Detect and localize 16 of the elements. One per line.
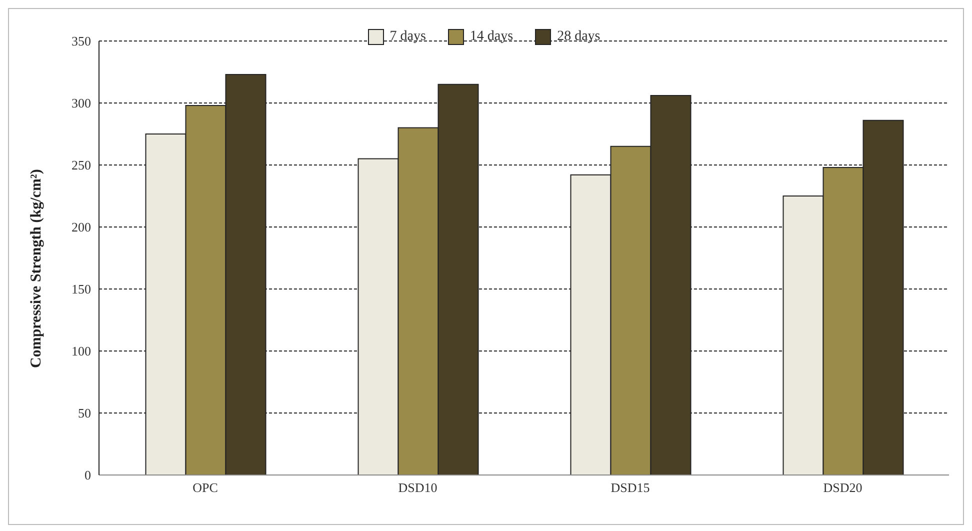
legend-label: 28 days	[557, 29, 600, 45]
y-tick-label: 300	[72, 96, 91, 111]
x-tick-label: DSD10	[398, 480, 438, 496]
y-tick-label: 250	[72, 158, 91, 173]
y-axis-title: Compressive Strength (kg/cm²)	[28, 169, 44, 368]
x-tick-label: OPC	[192, 480, 218, 496]
legend-label: 7 days	[390, 29, 426, 45]
x-tick-label: DSD15	[610, 480, 650, 496]
y-tick-label: 150	[72, 282, 91, 297]
legend-label: 14 days	[470, 29, 514, 45]
y-tick-label: 100	[72, 344, 91, 359]
x-tick-label: DSD20	[823, 480, 862, 496]
y-tick-label: 350	[72, 34, 91, 49]
y-tick-label: 200	[72, 220, 91, 235]
y-tick-label: 50	[78, 406, 91, 421]
y-tick-label: 0	[84, 468, 91, 483]
